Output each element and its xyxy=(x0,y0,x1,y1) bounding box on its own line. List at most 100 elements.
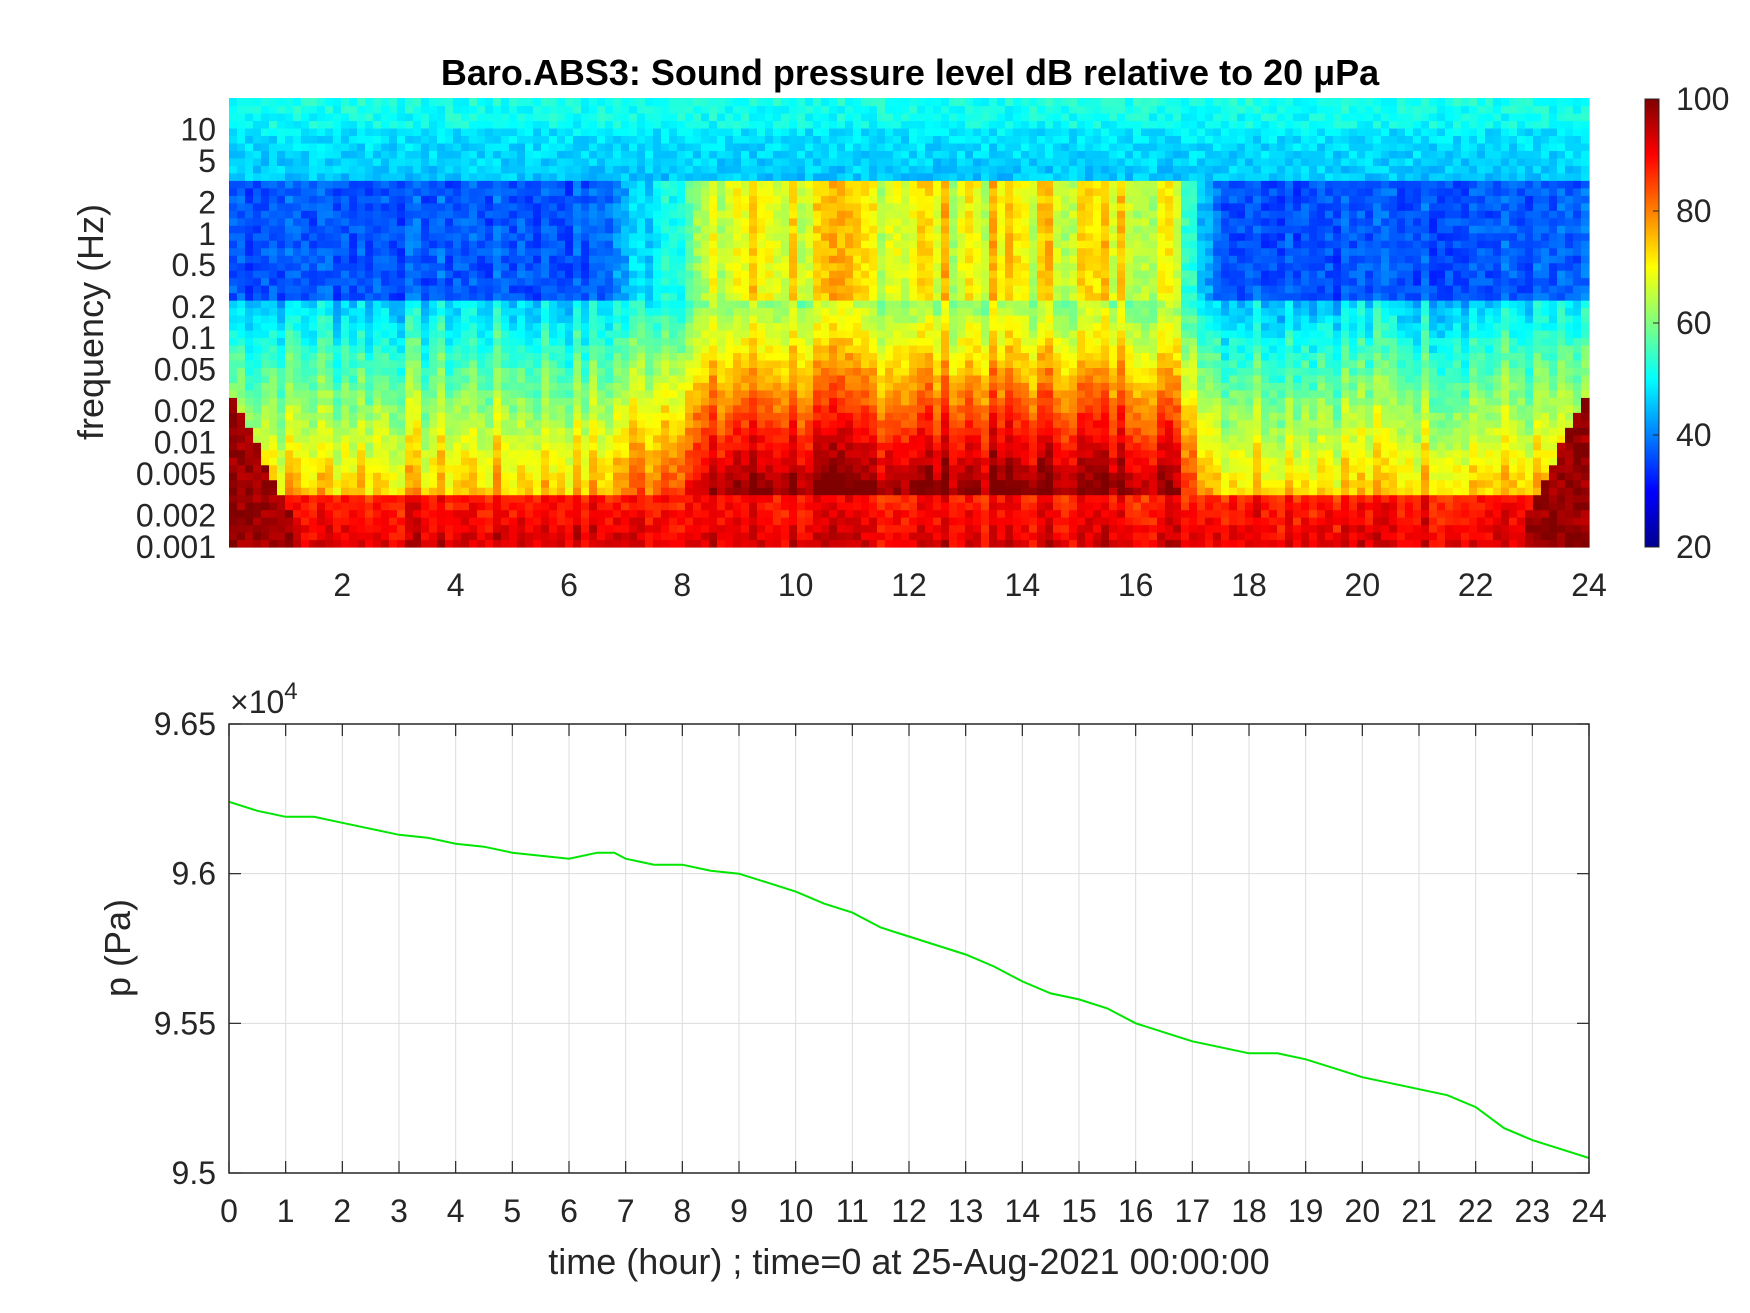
heatmap-cell xyxy=(669,127,678,137)
heatmap-cell xyxy=(309,105,318,114)
heatmap-cell xyxy=(885,502,894,511)
heatmap-cell xyxy=(693,270,702,279)
heatmap-cell xyxy=(373,165,382,174)
heatmap-cell xyxy=(493,464,502,473)
heatmap-cell xyxy=(565,180,574,189)
heatmap-cell xyxy=(693,142,702,151)
heatmap-cell xyxy=(605,322,614,331)
heatmap-cell xyxy=(341,270,350,279)
heatmap-cell xyxy=(501,389,510,398)
heatmap-cell xyxy=(661,412,670,421)
heatmap-cell xyxy=(661,494,670,503)
heatmap-cell xyxy=(573,285,582,294)
heatmap-cell xyxy=(357,419,366,428)
heatmap-cell xyxy=(293,502,302,511)
heatmap-cell xyxy=(293,112,302,122)
heatmap-cell xyxy=(581,457,590,466)
heatmap-cell xyxy=(717,180,726,189)
heatmap-cell xyxy=(469,442,478,451)
heatmap-cell xyxy=(573,509,582,518)
heatmap-cell xyxy=(293,329,302,339)
heatmap-cell xyxy=(413,494,422,503)
heatmap-cell xyxy=(365,344,374,354)
heatmap-cell xyxy=(829,502,838,511)
heatmap-cell xyxy=(741,105,750,114)
heatmap-cell xyxy=(605,187,614,196)
heatmap-cell xyxy=(445,112,454,122)
heatmap-cell xyxy=(517,397,526,406)
heatmap-cell xyxy=(325,195,334,204)
heatmap-cell xyxy=(541,247,550,256)
heatmap-cell xyxy=(709,352,718,361)
heatmap-cell xyxy=(629,105,638,114)
heatmap-cell xyxy=(557,172,566,181)
heatmap-cell xyxy=(845,112,854,122)
heatmap-cell xyxy=(749,404,758,413)
heatmap-cell xyxy=(805,464,814,473)
heatmap-cell xyxy=(629,382,638,391)
heatmap-cell xyxy=(741,112,750,122)
heatmap-cell xyxy=(693,532,702,541)
heatmap-cell xyxy=(805,487,814,496)
heatmap-cell xyxy=(789,442,798,451)
heatmap-cell xyxy=(253,487,262,496)
heatmap-cell xyxy=(661,120,670,129)
heatmap-cell xyxy=(373,374,382,383)
heatmap-cell xyxy=(501,419,510,428)
heatmap-cell xyxy=(637,315,646,324)
heatmap-cell xyxy=(341,225,350,234)
heatmap-cell xyxy=(661,539,670,548)
heatmap-cell xyxy=(525,382,534,391)
heatmap-cell xyxy=(525,142,534,151)
heatmap-cell xyxy=(237,344,246,354)
heatmap-cell xyxy=(781,359,790,368)
heatmap-cell xyxy=(277,389,286,398)
heatmap-cell xyxy=(493,240,502,249)
heatmap-cell xyxy=(717,502,726,511)
heatmap-cell xyxy=(765,479,774,488)
heatmap-cell xyxy=(861,344,870,354)
heatmap-cell xyxy=(773,397,782,406)
heatmap-cell xyxy=(885,404,894,413)
heatmap-cell xyxy=(293,472,302,481)
heatmap-cell xyxy=(749,307,758,316)
heatmap-cell xyxy=(285,517,294,526)
heatmap-cell xyxy=(413,427,422,436)
heatmap-cell xyxy=(757,210,766,219)
heatmap-cell xyxy=(845,344,854,354)
heatmap-cell xyxy=(877,98,886,107)
heatmap-cell xyxy=(845,285,854,294)
heatmap-cell xyxy=(533,157,542,166)
heatmap-cell xyxy=(477,344,486,354)
heatmap-cell xyxy=(549,232,558,241)
heatmap-cell xyxy=(789,187,798,196)
heatmap-cell xyxy=(885,180,894,189)
heatmap-cell xyxy=(613,457,622,466)
heatmap-cell xyxy=(669,442,678,451)
heatmap-cell xyxy=(605,517,614,526)
heatmap-cell xyxy=(557,307,566,316)
heatmap-cell xyxy=(661,277,670,286)
heatmap-cell xyxy=(469,449,478,458)
heatmap-cell xyxy=(685,98,694,107)
heatmap-cell xyxy=(437,389,446,398)
heatmap-cell xyxy=(533,404,542,413)
heatmap-cell xyxy=(357,517,366,526)
heatmap-cell xyxy=(621,157,630,166)
heatmap-cell xyxy=(893,427,902,436)
heatmap-cell xyxy=(293,180,302,189)
heatmap-cell xyxy=(653,487,662,496)
heatmap-cell xyxy=(445,539,454,548)
heatmap-cell xyxy=(461,195,470,204)
heatmap-cell xyxy=(685,419,694,428)
heatmap-cell xyxy=(805,517,814,526)
heatmap-cell xyxy=(413,329,422,339)
heatmap-cell xyxy=(469,367,478,376)
heatmap-cell xyxy=(453,412,462,421)
heatmap-cell xyxy=(653,457,662,466)
heatmap-cell xyxy=(741,464,750,473)
heatmap-cell xyxy=(253,157,262,166)
heatmap-cell xyxy=(373,464,382,473)
heatmap-cell xyxy=(797,135,806,144)
heatmap-cell xyxy=(669,479,678,488)
